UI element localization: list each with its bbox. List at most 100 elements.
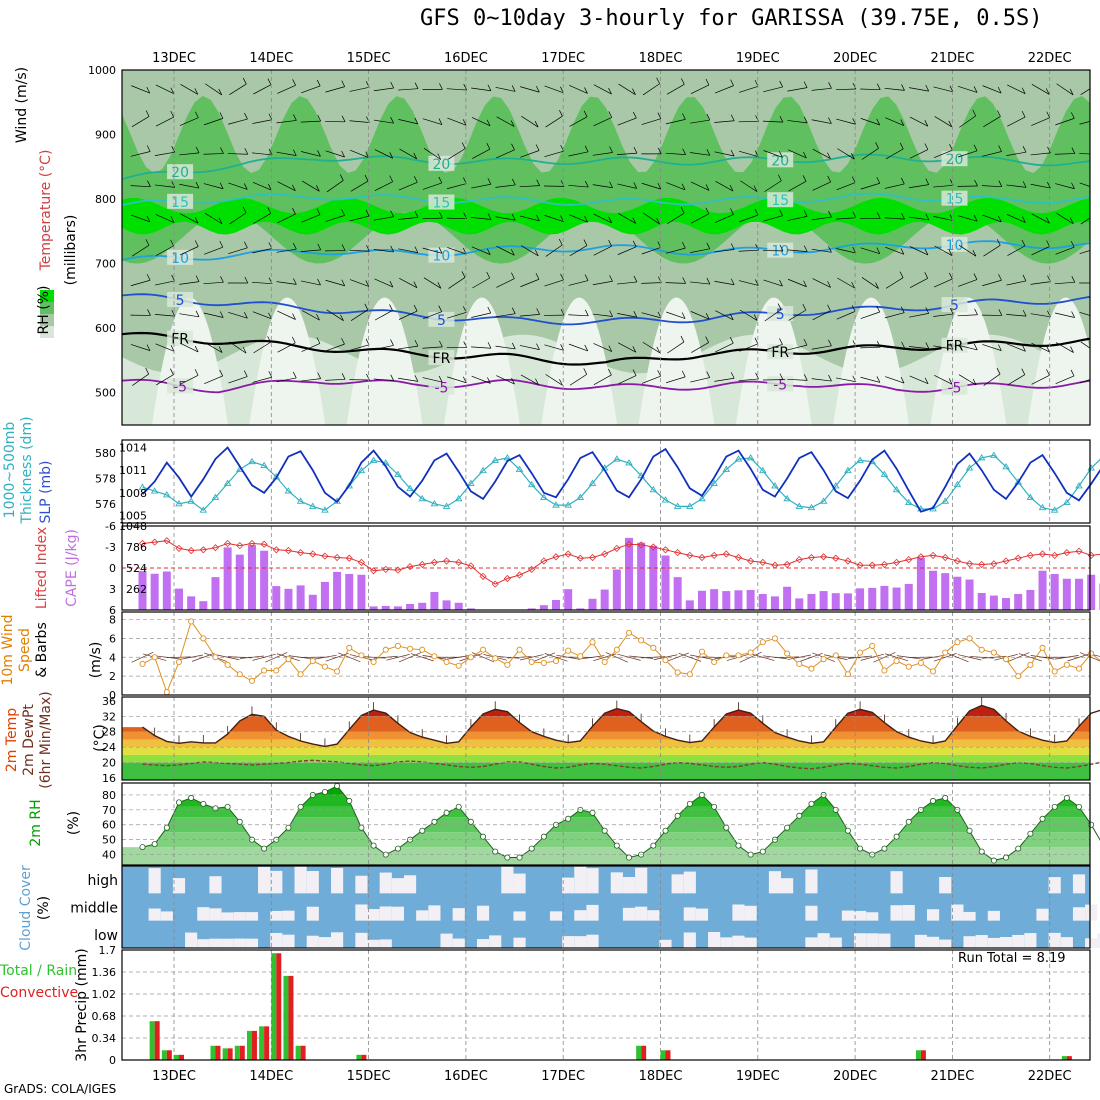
y-tick-label: 70 — [102, 804, 116, 817]
wind-barb-flag — [657, 370, 661, 377]
cape-bar — [929, 570, 938, 610]
wind-barb — [690, 311, 710, 320]
y-tick-label: 500 — [95, 387, 116, 400]
wind-speed-marker — [492, 655, 499, 662]
cloud-clear-cell — [379, 939, 392, 948]
wind-barb — [593, 84, 612, 95]
wind-barb-flag — [220, 276, 224, 283]
rh-marker — [808, 800, 815, 807]
wind-barb-flag — [146, 274, 151, 281]
cape-bar — [1062, 578, 1071, 610]
wind-barb — [519, 86, 540, 93]
wind-barb — [252, 281, 273, 285]
wind-barb — [764, 309, 782, 322]
wind-barb — [447, 376, 467, 384]
wind-barb-flag — [146, 344, 151, 351]
y-tick-label: 1.02 — [92, 988, 117, 1001]
surface-bump — [735, 297, 812, 425]
wind-barb — [229, 341, 247, 354]
wind-barb-flag — [560, 308, 565, 316]
wind-barb — [738, 249, 759, 252]
contour-label: 15 — [771, 193, 789, 209]
li-marker — [965, 560, 974, 568]
wind-barb — [860, 88, 881, 91]
precip-convective-bar — [1066, 1056, 1072, 1060]
wind-barb — [933, 216, 954, 221]
wind-barb-flag — [706, 242, 711, 249]
li-marker — [820, 553, 828, 561]
wind-barb-flag — [487, 84, 492, 91]
cloud-frame — [121, 865, 1091, 949]
y-tick-label: 40 — [102, 849, 116, 862]
wind-barb-flag — [972, 250, 977, 257]
wind-barb-flag — [753, 314, 758, 321]
wind-barb — [884, 217, 905, 220]
cloud-clear-cell — [951, 904, 964, 921]
wind-barb-flag — [949, 85, 954, 92]
wind-barb-flag — [390, 339, 394, 346]
cape-tick-label: 1048 — [119, 520, 147, 533]
wind-barb — [154, 151, 175, 156]
wind-barb — [835, 217, 856, 220]
wind-barb — [715, 214, 734, 223]
wind-barb — [884, 87, 905, 91]
wind-speed-marker — [1075, 665, 1083, 672]
cloud-clear-cell — [963, 911, 976, 921]
wind-barb — [860, 311, 880, 319]
precip-total-bar — [234, 1045, 240, 1060]
wind-barb — [301, 343, 321, 352]
thickness-marker — [819, 497, 828, 504]
wind-barb-flag — [974, 308, 978, 315]
wind-barb — [788, 309, 807, 321]
cape-bar — [722, 591, 731, 610]
cape-bar — [539, 605, 548, 610]
wind-speed-marker — [321, 663, 328, 670]
wind-barb — [957, 314, 978, 317]
wind-barb-flag — [341, 115, 346, 122]
thickness-marker — [953, 480, 962, 488]
wind-barb — [812, 310, 831, 321]
cape-bar — [625, 537, 633, 610]
li-marker — [674, 549, 682, 557]
wind-barb-flag — [705, 313, 710, 320]
thickness-marker — [698, 494, 706, 502]
precip-convective-bar — [276, 953, 282, 1060]
rh-marker — [601, 827, 608, 834]
wind-barb-flag — [1046, 111, 1051, 118]
wind-barb-flag — [948, 378, 953, 385]
wind-speed-marker — [163, 689, 170, 696]
cloud-clear-cell — [367, 939, 380, 948]
wind-barb-flag — [925, 84, 930, 92]
rh-marker — [285, 824, 292, 831]
wind-barb-flag — [997, 215, 1002, 223]
wind-speed-marker — [735, 652, 742, 659]
cloud-clear-cell — [172, 878, 186, 894]
axis-title: Temperature (°C) — [38, 150, 54, 272]
wind-barb — [544, 279, 564, 287]
axis-title: (millibars) — [63, 215, 79, 286]
wind-barb-flag — [218, 346, 223, 353]
contour-label-bg — [767, 192, 794, 208]
wind-barb — [203, 312, 224, 318]
wind-barb-flag — [1022, 309, 1027, 317]
wind-barb — [592, 184, 613, 189]
wind-barb-flag — [633, 275, 638, 283]
wind-barb — [131, 85, 150, 94]
rh-marker — [905, 818, 912, 825]
contour-label-bg — [767, 242, 794, 258]
cloud-row-label: middle — [70, 900, 118, 916]
wind-barb — [569, 84, 588, 94]
thickness-marker — [199, 506, 208, 513]
precip-legend-convective: Convective — [0, 985, 78, 1001]
axis-title: (°C) — [92, 724, 108, 752]
wind-speed-marker — [212, 654, 219, 661]
wind-barb-flag — [1071, 182, 1075, 189]
wind-barb — [1006, 280, 1027, 286]
wind-barb-flag — [730, 243, 735, 250]
wind-barb-flag — [243, 183, 248, 190]
wind-barb-flag — [779, 151, 783, 158]
wind-barb-flag — [536, 214, 540, 222]
wind-barb — [884, 312, 905, 319]
wind-barb — [642, 212, 660, 225]
cape-bar — [333, 571, 342, 610]
